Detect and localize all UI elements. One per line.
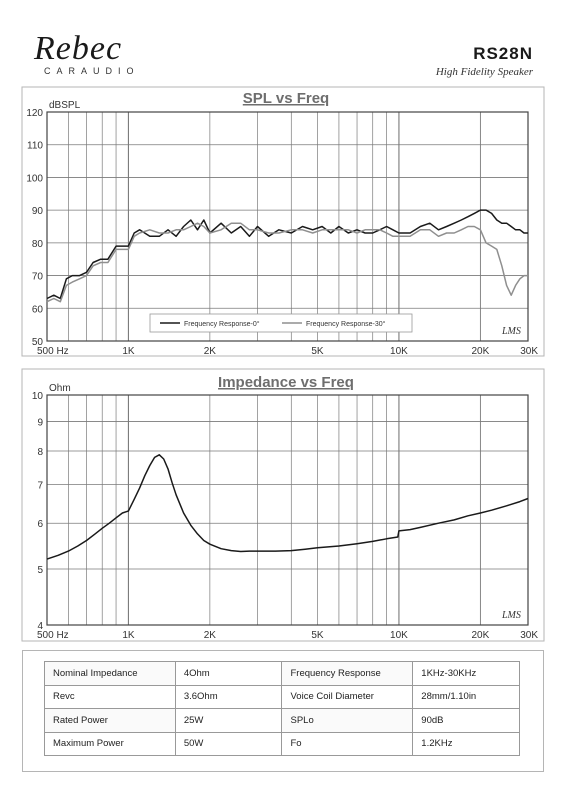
impedance-chart: Impedance vs Freq 500 Hz 1K 2K 5K 10K 20K 30K 4 5… <box>21 368 545 642</box>
x-tick-label: 500 Hz <box>37 346 69 357</box>
grid-lines <box>46 394 529 626</box>
y-tick-label: 5 <box>37 565 43 576</box>
x-tick-label: 10K <box>390 346 408 357</box>
spec-value: 25W <box>174 708 283 733</box>
x-tick-label: 1K <box>122 346 135 357</box>
spec-value2: 90dB <box>412 708 520 733</box>
spec-label: Maximum Power <box>44 731 176 756</box>
x-tick-label: 10K <box>390 630 408 641</box>
y-tick-label: 60 <box>32 304 44 315</box>
y-tick-label: 8 <box>37 447 43 458</box>
brand-logo: Rebec <box>34 30 123 67</box>
lms-watermark: LMS <box>501 326 521 337</box>
spec-label2: SPLo <box>281 708 414 733</box>
spec-label2: Fo <box>281 731 414 756</box>
y-tick-label: 110 <box>27 141 43 152</box>
y-tick-label: 100 <box>26 173 43 184</box>
y-tick-label: 90 <box>32 206 44 217</box>
x-tick-label: 2K <box>204 630 217 641</box>
spec-value2: 1KHz-30KHz <box>412 661 520 686</box>
chart-title: SPL vs Freq <box>243 90 329 107</box>
spec-value: 3.6Ohm <box>174 684 283 709</box>
y-tick-label: 6 <box>37 519 43 530</box>
spec-row: Revc 3.6Ohm Voice Coil Diameter 28mm/1.10in <box>44 684 520 709</box>
chart-frame <box>21 368 545 642</box>
series-line-0 <box>46 209 528 300</box>
spec-panel: Nominal Impedance 4Ohm Frequency Response 1… <box>22 650 544 772</box>
spec-label2: Frequency Response <box>281 661 414 686</box>
spec-value2: 1.2KHz <box>412 731 520 756</box>
x-tick-label: 20K <box>471 346 489 357</box>
brand-subtitle: CARAUDIO <box>44 66 140 76</box>
plot-area-border <box>46 111 529 342</box>
chart-frame <box>21 86 545 357</box>
tagline: High Fidelity Speaker <box>435 66 533 78</box>
x-tick-label: 2K <box>204 346 217 357</box>
spec-row: Rated Power 25W SPLo 90dB <box>44 708 520 733</box>
spec-label: Rated Power <box>44 708 176 733</box>
series-line-0 <box>46 454 529 560</box>
legend: Frequency Response-0° Frequency Response-… <box>149 313 413 333</box>
plot-area-border <box>46 394 529 626</box>
y-tick-label: 4 <box>37 621 43 632</box>
spec-value: 50W <box>174 731 283 756</box>
y-axis-label: Ohm <box>49 383 71 394</box>
x-tick-label: 20K <box>471 630 489 641</box>
spec-table: Nominal Impedance 4Ohm Frequency Response 1… <box>44 661 520 756</box>
spec-value2: 28mm/1.10in <box>412 684 520 709</box>
series-line-1 <box>46 222 528 303</box>
spec-row: Maximum Power 50W Fo 1.2KHz <box>44 731 520 756</box>
legend-label-0: Frequency Response-0° <box>184 320 260 328</box>
y-tick-label: 120 <box>26 108 43 119</box>
legend-box <box>149 313 413 333</box>
spl-chart: SPL vs Freq 500 Hz 1K 2K 5K 10K 20K 30K 50 60 70 80… <box>21 86 545 357</box>
x-tick-label: 30K <box>520 346 538 357</box>
spec-value: 4Ohm <box>174 661 283 686</box>
y-tick-label: 7 <box>37 481 43 492</box>
spec-label2: Voice Coil Diameter <box>281 684 414 709</box>
x-tick-label: 30K <box>520 630 538 641</box>
lms-watermark: LMS <box>501 610 521 621</box>
spec-row: Nominal Impedance 4Ohm Frequency Response 1… <box>44 661 520 686</box>
y-tick-label: 9 <box>37 417 43 428</box>
spec-label: Nominal Impedance <box>44 661 176 686</box>
y-tick-label: 50 <box>32 337 44 348</box>
x-tick-label: 5K <box>311 630 324 641</box>
y-tick-label: 10 <box>32 391 44 402</box>
x-tick-label: 500 Hz <box>37 630 69 641</box>
y-axis-label: dBSPL <box>49 100 81 111</box>
spec-label: Revc <box>44 684 176 709</box>
legend-label-1: Frequency Response-30° <box>306 320 386 328</box>
y-tick-label: 80 <box>32 239 44 250</box>
chart-title: Impedance vs Freq <box>218 374 354 391</box>
grid-lines <box>46 111 529 342</box>
x-tick-label: 1K <box>122 630 135 641</box>
x-tick-label: 5K <box>311 346 324 357</box>
y-tick-label: 70 <box>32 272 44 283</box>
model-number: RS28N <box>473 44 533 63</box>
